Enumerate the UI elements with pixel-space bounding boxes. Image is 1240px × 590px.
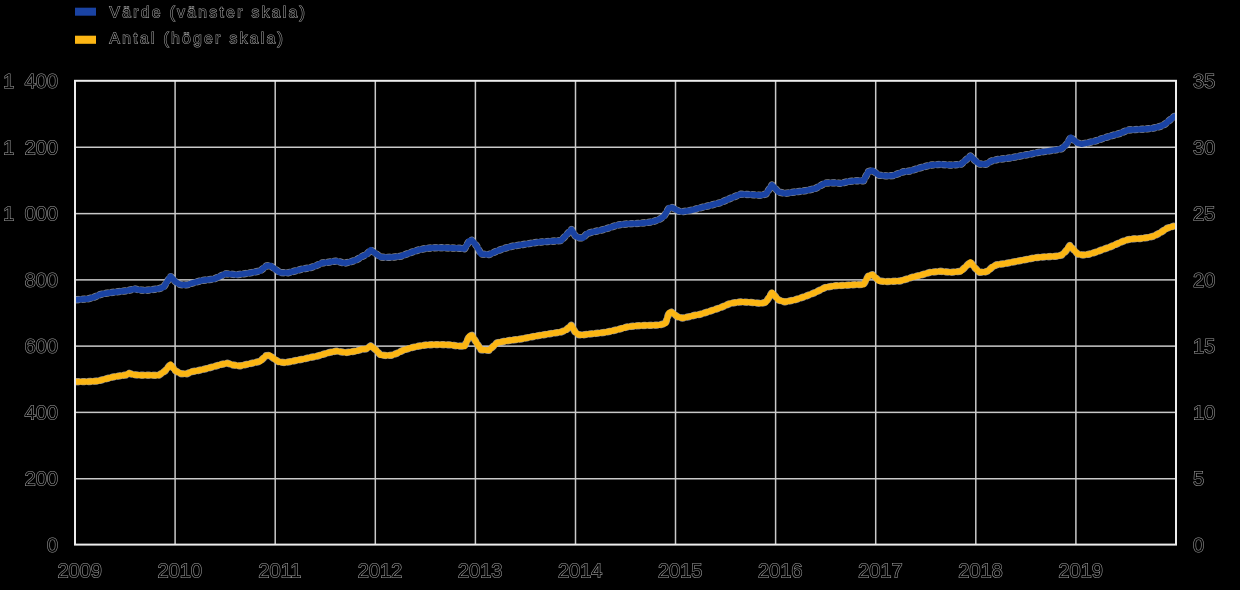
- svg-text:2011: 2011: [258, 561, 301, 583]
- svg-text:2012: 2012: [358, 561, 403, 583]
- svg-text:0: 0: [1193, 535, 1204, 557]
- svg-text:2017: 2017: [858, 561, 903, 583]
- svg-text:0: 0: [47, 535, 58, 557]
- svg-text:30: 30: [1193, 137, 1215, 159]
- svg-text:200: 200: [25, 469, 58, 491]
- svg-text:15: 15: [1193, 336, 1215, 358]
- svg-text:2018: 2018: [958, 561, 1003, 583]
- svg-text:2010: 2010: [158, 561, 203, 583]
- svg-text:2014: 2014: [558, 561, 603, 583]
- svg-text:1 000: 1 000: [3, 204, 58, 226]
- svg-text:2013: 2013: [458, 561, 503, 583]
- svg-text:35: 35: [1193, 71, 1215, 93]
- svg-text:25: 25: [1193, 204, 1215, 226]
- svg-text:2019: 2019: [1058, 561, 1103, 583]
- svg-text:Värde (vänster skala): Värde (vänster skala): [110, 4, 308, 21]
- svg-text:5: 5: [1193, 469, 1204, 491]
- svg-text:1 200: 1 200: [3, 137, 58, 159]
- svg-text:20: 20: [1193, 270, 1215, 292]
- svg-text:Antal (höger skala): Antal (höger skala): [110, 30, 286, 47]
- svg-text:10: 10: [1193, 402, 1215, 424]
- svg-text:2015: 2015: [658, 561, 703, 583]
- svg-text:800: 800: [25, 270, 58, 292]
- svg-text:600: 600: [25, 336, 58, 358]
- svg-text:1 400: 1 400: [3, 71, 58, 93]
- svg-text:2016: 2016: [758, 561, 803, 583]
- svg-text:400: 400: [25, 402, 58, 424]
- svg-text:2009: 2009: [57, 561, 102, 583]
